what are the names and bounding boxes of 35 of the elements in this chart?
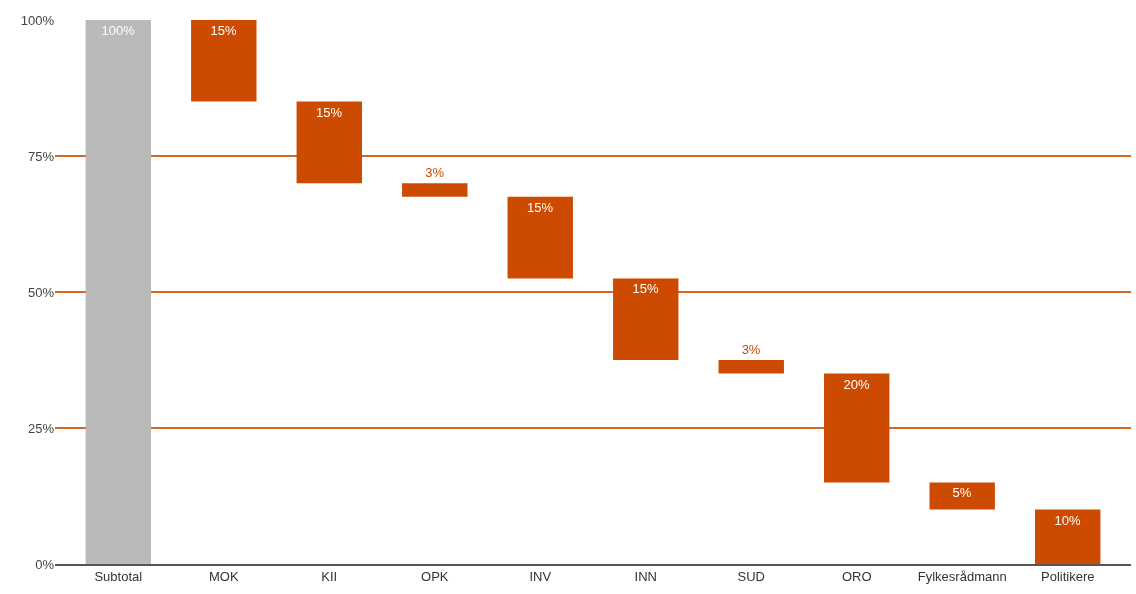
data-label: 20% xyxy=(843,376,870,392)
data-label: 15% xyxy=(316,104,343,120)
data-label: 10% xyxy=(1054,512,1081,528)
data-label: 100% xyxy=(101,23,136,38)
data-label: 5% xyxy=(952,485,972,501)
y-tick-label: 0% xyxy=(35,556,55,572)
bar xyxy=(191,20,257,102)
x-tick-label: OPK xyxy=(421,569,449,585)
y-tick-label: 75% xyxy=(27,148,55,164)
x-tick-label: ORO xyxy=(841,569,872,585)
x-tick-label: Fylkesrådmann xyxy=(917,569,1007,585)
bar xyxy=(1035,509,1101,564)
x-tick-label: MOK xyxy=(208,569,239,585)
y-tick-label: 25% xyxy=(27,420,55,436)
data-label: 3% xyxy=(425,165,445,181)
bar xyxy=(507,196,573,279)
bar xyxy=(929,482,995,510)
x-tick-label: INV xyxy=(529,569,552,585)
bar xyxy=(824,373,890,483)
data-label: 3% xyxy=(741,342,761,357)
data-label: 15% xyxy=(210,23,238,38)
bar xyxy=(85,20,151,564)
bar xyxy=(613,278,679,360)
y-tick-label: 50% xyxy=(27,284,55,300)
bar xyxy=(718,360,784,374)
bar xyxy=(402,183,468,197)
data-label: 15% xyxy=(632,281,659,297)
y-tick-label: 100% xyxy=(20,12,55,28)
x-tick-label: INN xyxy=(634,569,657,585)
data-label: 15% xyxy=(527,199,554,215)
bar xyxy=(296,101,362,184)
x-tick-label: Subtotal xyxy=(94,569,143,585)
x-tick-label: Politikere xyxy=(1040,569,1095,585)
x-tick-label: KII xyxy=(321,569,338,585)
x-tick-label: SUD xyxy=(737,569,765,585)
